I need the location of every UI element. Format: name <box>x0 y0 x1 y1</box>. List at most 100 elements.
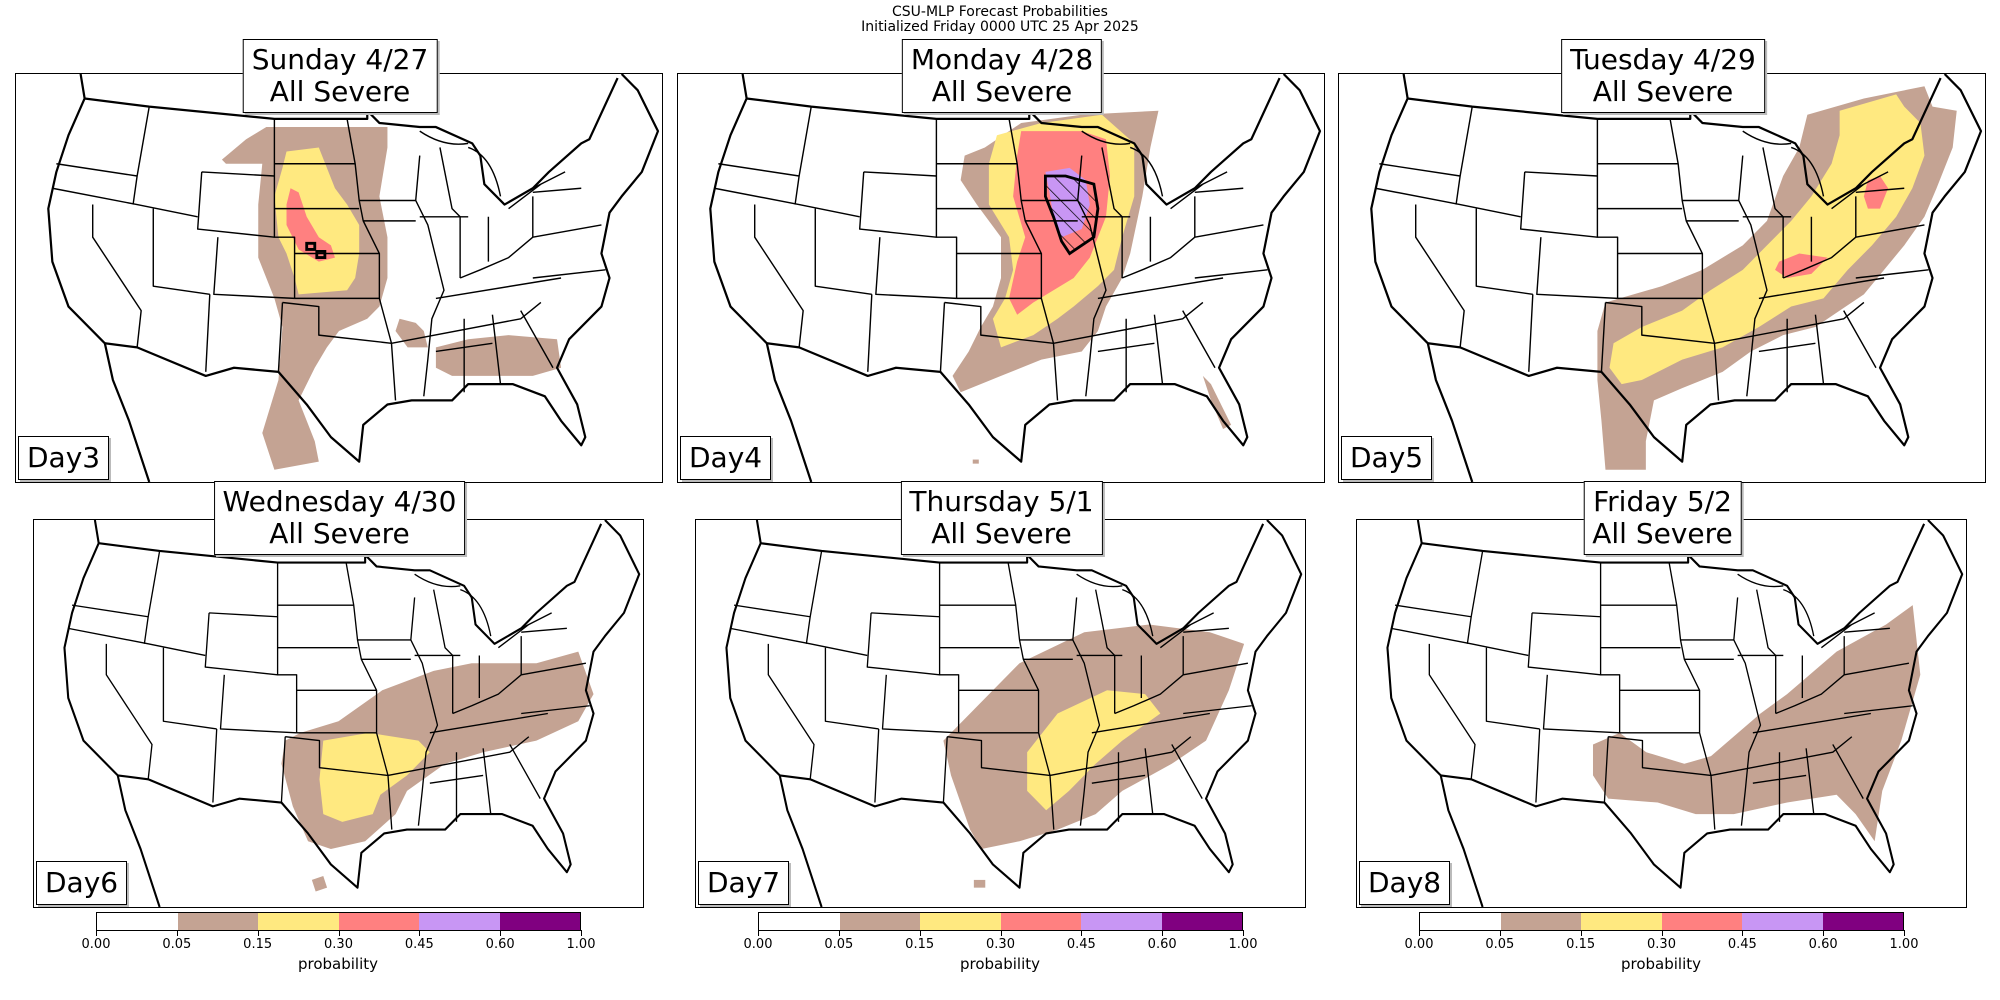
figure-title: CSU-MLP Forecast Probabilities <box>892 4 1108 20</box>
significant-severe-contour <box>315 250 327 260</box>
forecast-map-panel: Sunday 4/27 All Severe Day3 <box>15 39 663 483</box>
colorbar-tick <box>257 930 259 936</box>
colorbar-tick-label: 0.15 <box>243 937 273 952</box>
colorbar-tick <box>1419 930 1420 936</box>
colorbar-tick <box>1904 930 1905 936</box>
colorbar-tick-label: 0.00 <box>1404 937 1434 952</box>
colorbar-tick <box>1081 930 1083 936</box>
colorbar-label: probability <box>1620 955 1702 973</box>
colorbar-swatch-darkpurple-0.60 <box>499 913 580 930</box>
colorbar-tick-label: 0.15 <box>1566 937 1596 952</box>
panel-title-box: Friday 5/2 All Severe <box>1583 481 1742 555</box>
panel-title-box: Tuesday 4/29 All Severe <box>1561 39 1765 113</box>
colorbar-swatch-red-0.30 <box>1000 913 1081 930</box>
colorbar-label: probability <box>959 955 1041 973</box>
day-label: Day3 <box>18 436 110 480</box>
probability-area-brown-0.05 <box>395 318 428 348</box>
colorbar-label: probability <box>297 955 379 973</box>
colorbar-tick <box>1243 930 1244 936</box>
colorbar-swatch-purple-0.45 <box>1742 913 1823 930</box>
panel-subtitle: All Severe <box>1592 517 1733 550</box>
colorbar-tick-label: 1.00 <box>1889 937 1919 952</box>
significant-severe-contour <box>305 241 317 251</box>
significant-severe-contour <box>1043 174 1100 256</box>
probability-area-brown-0.05 <box>1592 605 1921 842</box>
probability-area-brown-0.05 <box>1202 375 1232 429</box>
colorbar-tick-label: 0.05 <box>1485 937 1515 952</box>
colorbar-swatch-none <box>97 913 178 930</box>
us-map <box>47 74 660 482</box>
us-map <box>63 520 641 907</box>
colorbar-tick <box>1661 930 1663 936</box>
colorbar-tick <box>500 930 502 936</box>
colorbar-tick <box>338 930 340 936</box>
probability-area-brown-0.05 <box>311 876 328 892</box>
panel-subtitle: All Severe <box>1592 75 1734 108</box>
probability-area-yellow-0.15 <box>1027 690 1161 811</box>
forecast-map-panel: Monday 4/28 All Severe Day4 <box>677 39 1325 483</box>
probability-area-yellow-0.15 <box>1609 94 1925 385</box>
colorbar-tick-label: 0.30 <box>1647 937 1676 952</box>
colorbar-tick-label: 0.05 <box>824 937 854 952</box>
colorbar-tick-label: 1.00 <box>566 937 596 952</box>
forecast-map-panel: Wednesday 4/30 All Severe Day6 <box>33 481 644 908</box>
colorbar-tick <box>1580 930 1582 936</box>
day-label: Day4 <box>680 436 772 480</box>
probability-area-red-0.30 <box>286 188 335 262</box>
colorbar-swatch-none <box>759 913 840 930</box>
colorbar-tick <box>1823 930 1825 936</box>
panel-title: Monday 4/28 <box>910 43 1094 76</box>
colorbar-tick-label: 0.00 <box>743 937 773 952</box>
panel-title-box: Monday 4/28 All Severe <box>901 39 1103 113</box>
colorbar-tick <box>96 930 97 936</box>
forecast-map-panel: Thursday 5/1 All Severe Day7 <box>695 481 1306 908</box>
probability-area-brown-0.05 <box>973 879 986 888</box>
us-map <box>1386 520 1964 907</box>
panel-title: Sunday 4/27 <box>251 43 429 76</box>
us-map <box>1370 74 1983 482</box>
day-label: Day6 <box>36 861 128 905</box>
panel-title: Friday 5/2 <box>1593 485 1732 518</box>
colorbar-swatch-brown-0.05 <box>177 913 258 930</box>
colorbar <box>758 912 1243 931</box>
panel-title: Wednesday 4/30 <box>222 485 457 518</box>
colorbar-tick-label: 0.15 <box>905 937 935 952</box>
day-label: Day7 <box>698 861 790 905</box>
colorbar-tick-label: 0.45 <box>1066 937 1096 952</box>
colorbar-tick-label: 0.60 <box>485 937 515 952</box>
panel-subtitle: All Severe <box>269 75 411 108</box>
colorbar-swatch-yellow-0.15 <box>1581 913 1662 930</box>
colorbar-swatch-brown-0.05 <box>1500 913 1581 930</box>
colorbar-tick-label: 0.30 <box>324 937 353 952</box>
day-label: Day5 <box>1341 436 1433 480</box>
colorbar-tick-label: 0.30 <box>986 937 1015 952</box>
colorbar-swatch-darkpurple-0.60 <box>1822 913 1903 930</box>
panel-title-box: Wednesday 4/30 All Severe <box>213 481 466 555</box>
colorbar-tick <box>1162 930 1164 936</box>
colorbar-tick-label: 0.60 <box>1147 937 1177 952</box>
colorbar-swatch-yellow-0.15 <box>258 913 339 930</box>
figure-subtitle: Initialized Friday 0000 UTC 25 Apr 2025 <box>861 19 1139 35</box>
colorbar-tick <box>581 930 582 936</box>
colorbar-tick <box>919 930 921 936</box>
colorbar-tick <box>176 930 178 936</box>
colorbar-tick-label: 0.60 <box>1808 937 1838 952</box>
colorbar-swatch-darkpurple-0.60 <box>1161 913 1242 930</box>
colorbar-swatch-red-0.30 <box>338 913 419 930</box>
colorbar-swatch-red-0.30 <box>1661 913 1742 930</box>
panel-title: Tuesday 4/29 <box>1570 43 1756 76</box>
colorbar-tick-label: 0.45 <box>404 937 434 952</box>
probability-area-brown-0.05 <box>972 459 979 464</box>
panel-title: Thursday 5/1 <box>909 485 1094 518</box>
colorbar <box>1419 912 1904 931</box>
probability-area-yellow-0.15 <box>274 147 360 295</box>
colorbar-tick <box>758 930 759 936</box>
day-label: Day8 <box>1359 861 1451 905</box>
colorbar-tick <box>1000 930 1002 936</box>
colorbar-tick <box>1742 930 1744 936</box>
probability-area-yellow-0.15 <box>319 732 430 822</box>
panel-title-box: Sunday 4/27 All Severe <box>242 39 438 113</box>
colorbar-tick-label: 0.00 <box>81 937 111 952</box>
colorbar-tick-label: 1.00 <box>1228 937 1258 952</box>
colorbar-tick-label: 0.45 <box>1727 937 1757 952</box>
